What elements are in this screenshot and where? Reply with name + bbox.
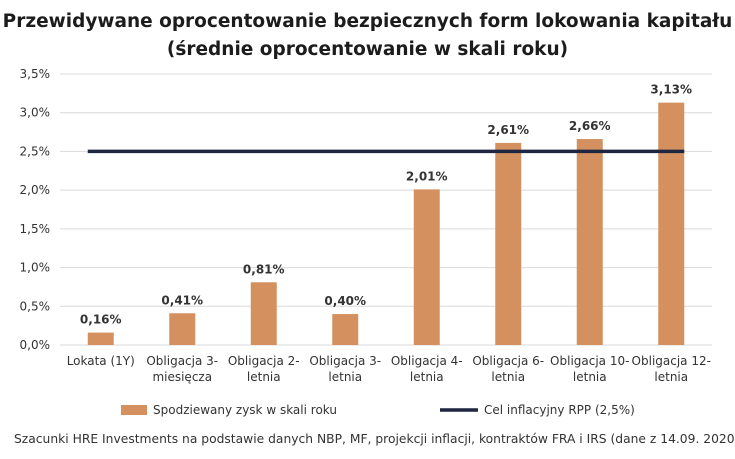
bar xyxy=(332,314,359,345)
chart-title-line-2: (średnie oprocentowanie w skali roku) xyxy=(166,39,569,60)
x-tick-label: Obligacja 12- xyxy=(632,354,711,368)
bar xyxy=(413,189,440,345)
x-tick-label: letnia xyxy=(247,370,281,384)
y-tick-label: 1,0% xyxy=(20,261,51,275)
y-tick-label: 1,5% xyxy=(20,222,51,236)
y-tick-label: 3,0% xyxy=(20,106,51,120)
x-tick-label: letnia xyxy=(654,370,688,384)
x-tick-label: miesięcza xyxy=(152,370,212,384)
y-tick-label: 3,5% xyxy=(20,67,51,81)
bar xyxy=(169,313,196,345)
x-tick-label: Obligacja 3- xyxy=(146,354,218,368)
x-tick-label: Obligacja 10- xyxy=(550,354,629,368)
data-label: 0,41% xyxy=(161,293,203,307)
x-tick-label: Obligacja 2- xyxy=(228,354,300,368)
data-label: 0,40% xyxy=(324,294,366,308)
chart-title-line-1: Przewidywane oprocentowanie bezpiecznych… xyxy=(2,11,733,32)
legend-label: Cel inflacyjny RPP (2,5%) xyxy=(484,403,635,417)
x-tick-label: letnia xyxy=(491,370,525,384)
x-tick-label: Lokata (1Y) xyxy=(67,354,135,368)
legend-swatch-bar xyxy=(121,405,147,415)
bar xyxy=(495,142,522,345)
bar xyxy=(576,139,603,345)
x-tick-label: letnia xyxy=(410,370,444,384)
bar xyxy=(658,102,685,345)
data-label: 2,01% xyxy=(406,169,448,183)
y-tick-label: 2,5% xyxy=(20,144,51,158)
x-tick-label: Obligacja 3- xyxy=(309,354,381,368)
bar xyxy=(250,282,277,345)
data-label: 3,13% xyxy=(650,83,692,97)
x-tick-label: Obligacja 4- xyxy=(391,354,463,368)
x-tick-label: letnia xyxy=(328,370,362,384)
x-tick-label: Obligacja 6- xyxy=(472,354,544,368)
data-label: 0,81% xyxy=(243,262,285,276)
legend-label: Spodziewany zysk w skali roku xyxy=(153,403,337,417)
bar xyxy=(87,332,114,345)
data-label: 0,16% xyxy=(80,313,122,327)
y-tick-label: 2,0% xyxy=(20,183,51,197)
y-tick-label: 0,0% xyxy=(20,338,51,352)
x-tick-label: letnia xyxy=(573,370,607,384)
data-label: 2,66% xyxy=(569,119,611,133)
chart-footnote: Szacunki HRE Investments na podstawie da… xyxy=(14,432,735,446)
y-tick-label: 0,5% xyxy=(20,299,51,313)
data-label: 2,61% xyxy=(487,123,529,137)
